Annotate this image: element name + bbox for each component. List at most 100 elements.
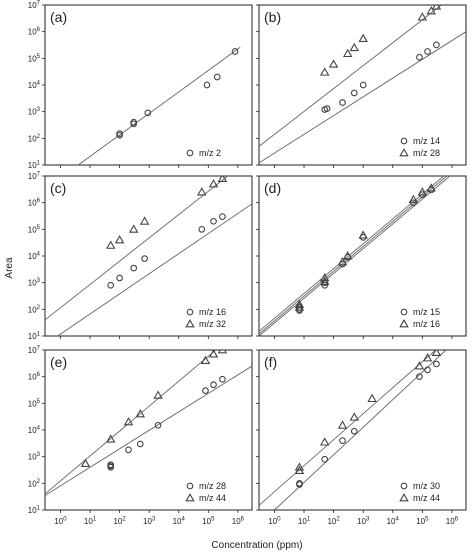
- data-point-circle: [210, 217, 217, 225]
- data-point-circle: [154, 421, 162, 429]
- panel-label: (f): [264, 354, 277, 370]
- data-point-circle: [136, 440, 144, 448]
- fit-line: [274, 350, 447, 510]
- data-point-circle: [416, 373, 423, 381]
- panel-e: 101 102 103 104 105 106 107 100 101 102 103 104 105 1…: [28, 346, 253, 527]
- y-tick-label: 104: [28, 426, 41, 436]
- fit-line: [259, 350, 437, 506]
- data-point-triangle: [431, 350, 442, 356]
- data-point-circle: [339, 437, 346, 444]
- data-point-circle: [202, 387, 209, 394]
- x-tick-label: 100: [268, 517, 281, 527]
- data-point-triangle: [123, 417, 134, 426]
- data-point-circle: [203, 81, 211, 89]
- data-point-circle: [296, 479, 303, 487]
- data-markers: [294, 350, 442, 488]
- y-tick-label: 106: [28, 27, 41, 37]
- fit-line: [259, 31, 466, 164]
- data-point-triangle: [319, 67, 330, 76]
- data-point-triangle: [294, 462, 305, 471]
- y-tick-label: 107: [28, 1, 41, 11]
- data-point-circle: [219, 375, 226, 383]
- x-tick-label: 105: [416, 517, 429, 527]
- legend-label: m/z 28: [199, 481, 226, 491]
- legend-label: m/z 30: [413, 481, 440, 491]
- panel-a: 101 102 103 104 105 106 107 (a) m/z 2: [28, 1, 253, 170]
- panel-label: (d): [264, 180, 281, 196]
- data-point-triangle: [349, 42, 360, 52]
- legend-marker-triangle: [399, 148, 409, 157]
- x-tick-label: 101: [84, 517, 97, 527]
- data-point-circle: [107, 461, 115, 469]
- legend-marker-triangle: [185, 319, 195, 328]
- data-point-circle: [321, 455, 329, 463]
- data-point-circle: [144, 109, 152, 117]
- x-tick-label: 105: [202, 517, 215, 527]
- panel-label: (c): [50, 180, 66, 196]
- data-point-circle: [433, 360, 440, 368]
- fit-line: [57, 203, 252, 336]
- y-tick-label: 106: [28, 198, 41, 208]
- data-point-triangle: [197, 187, 207, 196]
- y-tick-label: 103: [28, 278, 41, 288]
- fit-lines: [45, 176, 252, 336]
- x-tick-label: 103: [143, 517, 156, 527]
- x-tick-label: 100: [54, 517, 67, 527]
- data-point-triangle: [208, 350, 219, 358]
- plot-frame: [44, 4, 253, 166]
- fit-line: [45, 176, 229, 321]
- data-point-triangle: [342, 251, 353, 260]
- fit-lines: [45, 350, 252, 496]
- data-markers: [116, 48, 239, 139]
- legend-label: m/z 2: [199, 148, 221, 158]
- data-point-triangle: [337, 420, 348, 429]
- data-point-triangle: [294, 299, 305, 309]
- y-tick-label: 105: [28, 225, 41, 235]
- legend-label: m/z 15: [413, 307, 440, 317]
- y-axis-label: Area: [4, 257, 15, 279]
- fit-line: [259, 176, 445, 332]
- legend-marker-circle: [186, 482, 194, 490]
- data-point-triangle: [80, 458, 91, 467]
- data-point-triangle: [208, 179, 219, 188]
- panel-label: (a): [50, 9, 67, 25]
- data-markers: [294, 183, 436, 314]
- fit-lines: [259, 5, 466, 164]
- x-tick-label: 102: [327, 517, 340, 527]
- data-point-circle: [350, 89, 358, 97]
- panel-b: (b) m/z 14 m/z 28: [256, 4, 467, 168]
- y-tick-label: 107: [28, 172, 41, 182]
- data-point-triangle: [417, 187, 428, 196]
- data-point-circle: [219, 213, 226, 220]
- legend-marker-triangle: [399, 493, 409, 502]
- fit-line: [78, 46, 241, 165]
- data-point-triangle: [200, 355, 211, 365]
- y-tick-label: 106: [28, 372, 41, 382]
- data-point-triangle: [422, 353, 433, 362]
- data-point-triangle: [128, 224, 139, 233]
- data-point-circle: [116, 274, 123, 282]
- data-point-triangle: [217, 350, 228, 354]
- legend-marker-circle: [400, 308, 408, 316]
- legend-label: m/z 14: [413, 136, 440, 146]
- data-point-triangle: [367, 393, 377, 403]
- legend-label: m/z 16: [199, 307, 226, 317]
- y-tick-label: 101: [28, 506, 41, 516]
- legend-label: m/z 44: [413, 493, 440, 503]
- panel-c: 101 102 103 104 105 106 107 (c) m/z 16 m/z 32: [28, 172, 253, 341]
- data-point-circle: [107, 281, 115, 289]
- data-point-circle: [213, 73, 221, 81]
- data-markers: [105, 176, 228, 289]
- data-point-triangle: [349, 412, 360, 421]
- x-axis-label: Concentration (ppm): [211, 540, 302, 551]
- data-point-triangle: [426, 6, 436, 15]
- data-point-triangle: [417, 12, 428, 21]
- data-point-triangle: [342, 48, 353, 58]
- data-point-circle: [339, 99, 346, 106]
- panel-label: (e): [50, 354, 67, 370]
- data-point-circle: [424, 366, 431, 374]
- data-point-circle: [130, 264, 138, 272]
- data-point-triangle: [319, 273, 330, 282]
- x-tick-label: 106: [232, 517, 245, 527]
